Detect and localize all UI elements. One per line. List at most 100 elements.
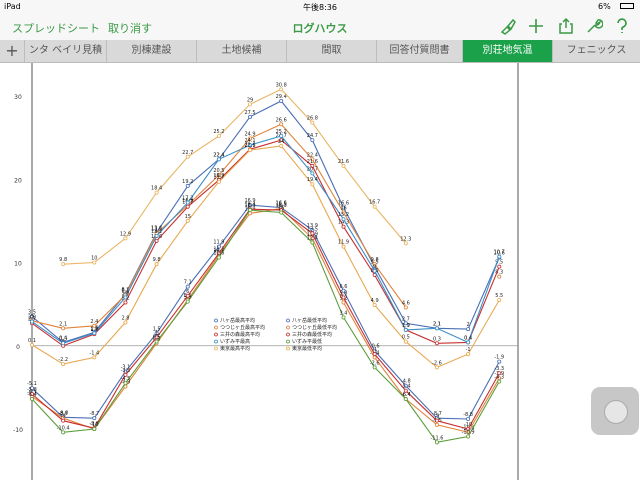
data-point xyxy=(279,210,284,215)
data-label: 16.6 xyxy=(338,201,349,207)
data-point xyxy=(372,204,377,209)
data-point xyxy=(185,299,190,304)
data-label: 1.5 xyxy=(153,326,161,332)
data-label: -4.5 xyxy=(121,376,131,382)
toolbar: スプレッドシート 取り消す ログハウス xyxy=(0,14,640,40)
data-point xyxy=(29,392,34,397)
data-label: 9.8 xyxy=(59,257,67,263)
tab-kaitou[interactable]: 回答付質問書 xyxy=(376,40,462,62)
legend-entry: つつじヶ丘最低平均 xyxy=(292,324,337,331)
data-point xyxy=(61,418,66,423)
data-point xyxy=(185,218,190,223)
data-label: -8.6 xyxy=(58,410,68,416)
tab-betto-kensetsu[interactable]: 別棟建設 xyxy=(106,40,196,62)
data-point xyxy=(434,440,439,445)
data-label: -6.4 xyxy=(401,392,411,398)
help-icon[interactable] xyxy=(612,17,632,37)
data-point xyxy=(123,381,128,386)
data-point xyxy=(92,355,97,360)
data-point xyxy=(403,388,408,393)
data-point xyxy=(185,183,190,188)
data-label: 5.8 xyxy=(340,290,348,296)
assistive-touch-icon xyxy=(604,400,628,424)
data-point xyxy=(403,339,408,344)
legend-marker xyxy=(214,346,218,351)
data-label: 6.1 xyxy=(121,288,129,294)
legend-entry: 八ヶ岳最高平均 xyxy=(220,317,255,324)
add-sheet-icon[interactable]: + xyxy=(5,41,19,60)
legend-marker xyxy=(214,332,218,337)
data-label: 2.1 xyxy=(433,321,441,327)
y-tick-label: 10 xyxy=(14,261,22,268)
data-label: 13.2 xyxy=(151,229,162,235)
device-label: iPad xyxy=(4,2,21,11)
y-tick-label: 20 xyxy=(14,177,22,184)
data-point xyxy=(279,98,284,103)
data-label: 18.4 xyxy=(151,186,162,192)
data-point xyxy=(248,148,253,153)
data-point xyxy=(310,182,315,187)
data-label: 17.2 xyxy=(182,196,193,202)
share-icon[interactable] xyxy=(556,17,576,37)
data-point xyxy=(92,416,97,421)
data-label: 29.4 xyxy=(276,94,287,100)
data-label: 2.8 xyxy=(121,315,129,321)
data-label: -1 xyxy=(466,347,471,353)
data-point xyxy=(185,284,190,289)
temperature-chart[interactable]: 30 20 10 0 -10 3.5 0.4 1.6 6.2 13.6 19.2 22.4 27.5 29… xyxy=(0,63,640,480)
data-point xyxy=(61,341,66,346)
data-point xyxy=(154,233,159,238)
data-point xyxy=(123,236,128,241)
assistive-touch-button[interactable] xyxy=(591,387,639,435)
tab-bessouchi-kion[interactable]: 別荘地気温 xyxy=(462,40,552,62)
data-label: 13.9 xyxy=(307,223,318,229)
data-label: 2.1 xyxy=(59,321,67,327)
data-point xyxy=(310,236,315,241)
series-line xyxy=(31,209,500,443)
legend-entry: 東京最高平均 xyxy=(220,345,250,352)
data-point xyxy=(92,260,97,265)
data-label: -5.8 xyxy=(27,387,37,393)
data-label: 15.2 xyxy=(338,212,349,218)
tab-madori[interactable]: 間取 xyxy=(286,40,376,62)
data-label: 16 xyxy=(278,206,284,212)
data-label: 30.8 xyxy=(276,82,287,88)
data-point xyxy=(61,430,66,435)
data-point xyxy=(341,315,346,320)
data-label: 2.9 xyxy=(28,315,36,321)
spreadsheets-button[interactable]: スプレッドシート xyxy=(12,22,100,35)
data-label: 0.3 xyxy=(433,336,441,342)
clock: 午後8:36 xyxy=(303,3,337,12)
data-point xyxy=(466,434,471,439)
legend-entry: 東京最低平均 xyxy=(292,345,322,352)
tab-tochi-kouho[interactable]: 土地候補 xyxy=(196,40,286,62)
data-label: 4.6 xyxy=(402,300,410,306)
series-line xyxy=(31,139,500,347)
data-point xyxy=(310,138,315,143)
data-point xyxy=(216,133,221,138)
data-point xyxy=(29,397,34,402)
data-point xyxy=(341,163,346,168)
data-label: -2.6 xyxy=(370,360,380,366)
data-point xyxy=(154,335,159,340)
data-label: 8.3 xyxy=(495,270,503,276)
data-point xyxy=(185,293,190,298)
data-point xyxy=(248,143,253,148)
data-point xyxy=(466,417,471,422)
data-label: 11.1 xyxy=(213,246,224,252)
undo-button[interactable]: 取り消す xyxy=(108,22,152,35)
data-label: -4.8 xyxy=(401,379,411,385)
data-label: 16.3 xyxy=(276,203,287,209)
data-point xyxy=(216,251,221,256)
data-label: 24 xyxy=(278,139,284,145)
wrench-icon[interactable] xyxy=(584,17,604,37)
data-label: -9 xyxy=(434,414,439,420)
add-icon[interactable] xyxy=(526,17,546,37)
tab-mitsumori[interactable]: ンタ ベイリ見積 xyxy=(24,40,106,62)
data-label: -10 xyxy=(90,422,98,428)
format-brush-icon[interactable] xyxy=(498,17,518,37)
data-label: 13.6 xyxy=(151,226,162,232)
tab-phoenix[interactable]: フェニックス xyxy=(552,40,640,62)
legend-entry: 三井の森最高平均 xyxy=(220,331,260,338)
data-label: 10.7 xyxy=(494,250,505,256)
